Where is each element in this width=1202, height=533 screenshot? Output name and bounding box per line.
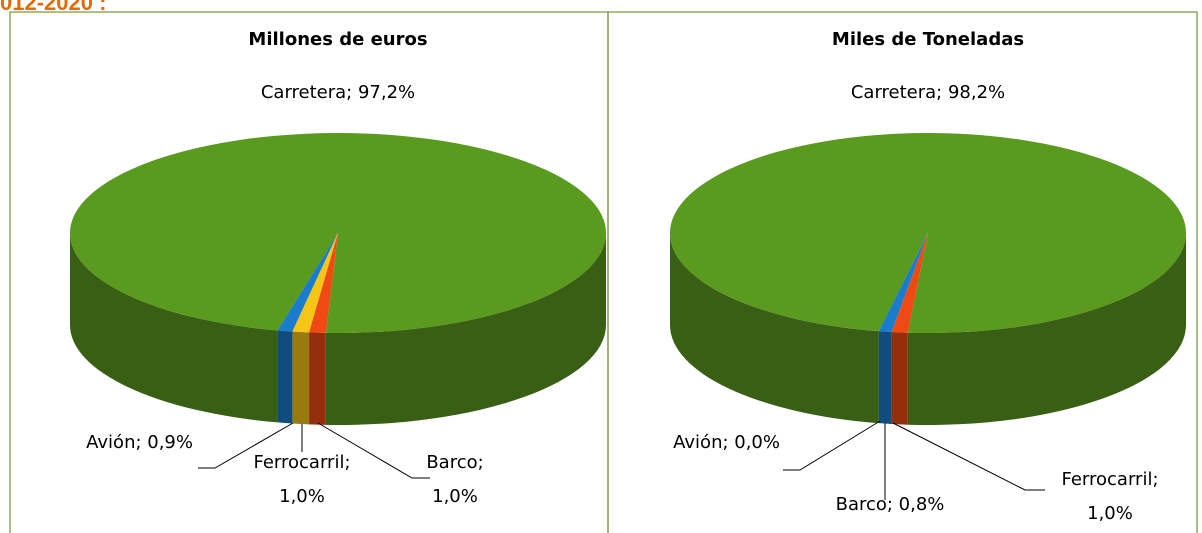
slice [292, 233, 338, 333]
chart-title: Miles de Toneladas [832, 29, 1024, 50]
data-label: Carretera; 98,2% [850, 82, 1006, 103]
panel [607, 11, 1198, 533]
data-label: Avión; 0,0% [673, 432, 780, 453]
leader-line [317, 422, 430, 479]
slice-side [878, 331, 892, 425]
leader-line [783, 420, 881, 471]
slice [878, 233, 928, 333]
slice [670, 132, 1187, 334]
slice-side [292, 331, 310, 425]
slice [309, 233, 338, 333]
data-label: Carretera; 97,2% [260, 82, 416, 103]
slice [277, 233, 338, 332]
slice-side [70, 233, 278, 423]
slice-side [325, 233, 606, 425]
slice [70, 133, 607, 333]
slice [891, 233, 928, 333]
data-label: Barco; 0,8% [835, 494, 945, 515]
leader-line [198, 422, 294, 469]
slice-side [891, 332, 908, 425]
slice-side [907, 233, 1186, 425]
leader-line [892, 422, 1045, 491]
data-label: Barco; 1,0% [426, 452, 484, 507]
slice-side [309, 332, 326, 425]
header-fragment: 012-2020 : [0, 0, 107, 15]
slice-side [670, 233, 879, 424]
slice-side [277, 330, 293, 424]
chart-title: Millones de euros [248, 29, 427, 50]
data-label: Avión; 0,9% [86, 432, 193, 453]
data-label: Ferrocarril; 1,0% [253, 452, 351, 507]
data-label: Ferrocarril; 1,0% [1061, 469, 1159, 524]
